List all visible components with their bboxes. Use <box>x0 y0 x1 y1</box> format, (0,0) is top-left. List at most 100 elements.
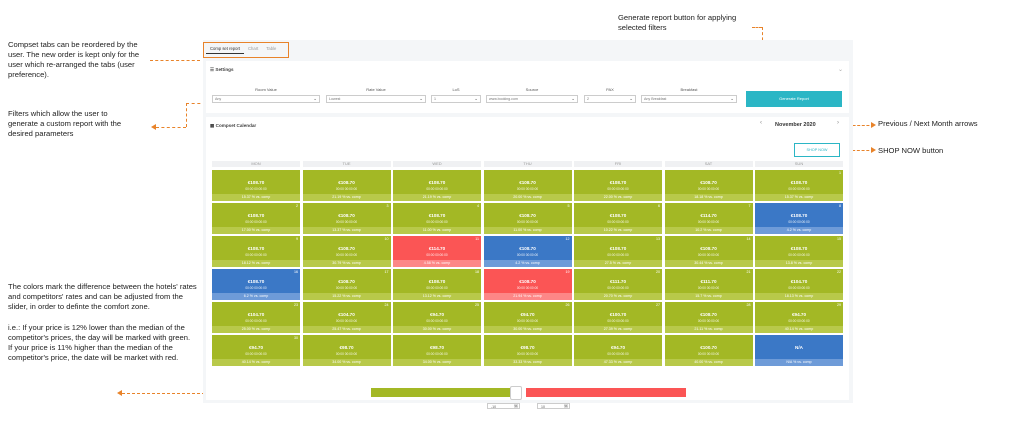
current-month: November 2020 <box>775 122 816 128</box>
settings-collapse-icon[interactable]: ⌄ <box>837 67 843 73</box>
slider-high-unit: % <box>564 404 568 408</box>
calendar-day-cell[interactable]: 2 €108.70 00:00 00:00:00 17.00 % vs. comp <box>212 203 300 234</box>
tab-table[interactable]: Table <box>266 46 277 51</box>
calendar-day-cell[interactable]: 28 €108.70 00:00 00:00:00 21.11 % vs. comp <box>664 302 753 333</box>
calendar-day-cell[interactable]: N/A N/A % vs. comp <box>755 335 843 366</box>
day-percent-vs-comp: 6.2 % vs. comp <box>212 293 300 300</box>
calendar-day-cell[interactable]: 9 €108.70 00:00 00:00:00 18.12 % vs. comp <box>212 236 300 267</box>
day-price: €111.70 <box>609 279 627 284</box>
day-percent-vs-comp: 15.7 % vs. comp <box>664 293 753 300</box>
day-percent-vs-comp: 15.37 % vs. comp <box>755 194 843 201</box>
calendar-day-cell[interactable]: 11 €114.70 00:00 00:00:00 4.58 % vs. comp <box>393 236 481 267</box>
calendar-day-cell[interactable]: 7 €114.70 00:00 00:00:00 10.2 % vs. comp <box>664 203 753 234</box>
filter-select[interactable]: Lowest ⌄ <box>326 95 426 103</box>
tab-chart[interactable]: Chart <box>248 46 259 51</box>
day-number: 11 <box>475 237 479 241</box>
filter-value: Lowest <box>329 97 341 101</box>
day-percent-vs-comp: 18.18 % vs. comp <box>664 194 753 201</box>
day-subtext: 00:00 00:00:00 <box>697 187 720 191</box>
day-subtext: 00:00 00:00:00 <box>245 220 267 224</box>
day-price: €98.70 <box>429 345 445 350</box>
slider-high-input[interactable]: 10 % <box>537 403 570 409</box>
filter-value: Any <box>215 97 222 101</box>
day-percent-vs-comp: 4.2 % vs. comp <box>755 227 843 234</box>
day-price: €108.70 <box>338 180 355 185</box>
calendar-day-cell[interactable]: 14 €108.70 00:00 00:00:00 30.44 % vs. comp <box>664 236 753 267</box>
calendar-day-cell[interactable]: €108.70 00:00 00:00:00 18.18 % vs. comp <box>664 170 753 201</box>
calendar-day-cell[interactable]: €108.70 00:00 00:00:00 21.19 % vs. comp <box>302 170 391 201</box>
calendar-day-cell[interactable]: 18 €108.70 00:00 00:00:00 13.12 % vs. comp <box>393 269 481 300</box>
day-subtext: 00:00 00:00:00 <box>516 319 539 323</box>
calendar-title: ▦ Compset Calendar <box>210 123 257 128</box>
annotation-tabs: Compset tabs can be reordered by the use… <box>8 40 140 80</box>
day-subtext: 00:00 00:00:00 <box>607 220 629 224</box>
calendar-day-cell[interactable]: €98.70 00:00 00:00:00 34.00 % vs. comp <box>393 335 481 366</box>
annotation-colors: The colors mark the difference between t… <box>8 282 197 312</box>
day-percent-vs-comp: 17.00 % vs. comp <box>212 227 300 234</box>
calendar-day-cell[interactable]: 26 €94.70 00:00 00:00:00 30.00 % vs. comp <box>483 302 572 333</box>
calendar-day-cell[interactable]: 19 €108.70 00:00 00:00:00 21.94 % vs. comp <box>483 269 572 300</box>
calendar-day-cell[interactable]: 12 €108.70 00:00 00:00:00 4.2 % vs. comp <box>483 236 572 267</box>
calendar-day-cell[interactable]: €108.70 00:00 00:00:00 21.19 % vs. comp <box>393 170 481 201</box>
calendar-day-cell[interactable]: €98.70 00:00 00:00:00 34.00 % vs. comp <box>302 335 391 366</box>
calendar-day-cell[interactable]: 1 €108.70 00:00 00:00:00 15.37 % vs. comp <box>755 170 843 201</box>
day-subtext: 00:00 00:00:00 <box>335 220 358 224</box>
generate-report-button[interactable]: Generate Report <box>746 91 842 107</box>
prev-month-arrow[interactable]: ‹ <box>760 120 762 126</box>
next-month-arrow[interactable]: › <box>837 120 839 126</box>
calendar-day-cell[interactable]: 23 €104.70 00:00 00:00:00 25.00 % vs. comp <box>212 302 300 333</box>
calendar-day-cell[interactable]: 20 €111.70 00:00 00:00:00 20.70 % vs. comp <box>574 269 662 300</box>
calendar-day-cell[interactable]: 27 €100.70 00:00 00:00:00 27.39 % vs. comp <box>574 302 662 333</box>
day-subtext: 00:00 00:00:00 <box>697 352 720 356</box>
calendar-day-cell[interactable]: €108.70 00:00 00:00:00 20.00 % vs. comp <box>483 170 572 201</box>
arrow-month <box>871 122 876 128</box>
chevron-down-icon: ⌄ <box>629 96 633 101</box>
day-percent-vs-comp: 40.14 % vs. comp <box>212 359 300 366</box>
calendar-day-cell[interactable]: 5 €108.70 00:00 00:00:00 11.00 % vs. comp <box>483 203 572 234</box>
slider-handle[interactable] <box>510 386 522 400</box>
day-percent-vs-comp: 47.33 % vs. comp <box>574 359 662 366</box>
day-price: €108.70 <box>519 279 536 284</box>
filter-select[interactable]: Any ⌄ <box>212 95 320 103</box>
shop-now-button[interactable]: SHOP NOW <box>794 143 840 157</box>
arrow-shop <box>871 147 876 153</box>
filter-select[interactable]: www.booking.com ⌄ <box>486 95 578 103</box>
calendar-day-cell[interactable]: 29 €94.70 00:00 00:00:00 40.14 % vs. comp <box>755 302 843 333</box>
day-subtext: 00:00 00:00:00 <box>245 352 267 356</box>
calendar-day-cell[interactable]: €98.70 00:00 00:00:00 33.33 % vs. comp <box>483 335 572 366</box>
calendar-day-cell[interactable]: 25 €94.70 00:00 00:00:00 30.00 % vs. comp <box>393 302 481 333</box>
calendar-day-cell[interactable]: 13 €108.70 00:00 00:00:00 27.5 % vs. comp <box>574 236 662 267</box>
calendar-day-cell[interactable]: 24 €104.70 00:00 00:00:00 25.47 % vs. comp <box>302 302 391 333</box>
calendar-day-cell[interactable]: €108.70 00:00 00:00:00 15.37 % vs. comp <box>212 170 300 201</box>
calendar-day-cell[interactable]: 17 €108.70 00:00 00:00:00 15.22 % vs. comp <box>302 269 391 300</box>
day-price: €100.70 <box>609 312 627 317</box>
day-price: €108.70 <box>609 180 627 185</box>
day-price: €108.70 <box>519 180 536 185</box>
calendar-day-cell[interactable]: 3 €108.70 00:00 00:00:00 13.37 % vs. comp <box>302 203 391 234</box>
calendar-day-cell[interactable]: 15 €108.70 00:00 00:00:00 13.8 % vs. comp <box>755 236 843 267</box>
calendar-day-cell[interactable]: 6 €108.70 00:00 00:00:00 10.22 % vs. comp <box>574 203 662 234</box>
calendar-day-cell[interactable]: 22 €104.70 00:00 00:00:00 18.13 % vs. comp <box>755 269 843 300</box>
slider-low-input[interactable]: -10 % <box>487 403 520 409</box>
calendar-day-cell[interactable]: €94.70 00:00 00:00:00 47.33 % vs. comp <box>574 335 662 366</box>
day-price: €114.70 <box>700 213 717 218</box>
weekday-header: FRI <box>574 161 662 167</box>
filter-select[interactable]: 2 ⌄ <box>584 95 636 103</box>
filter-select[interactable]: 1 ⌄ <box>431 95 481 103</box>
tab-comp-set-report[interactable]: Comp set report <box>206 44 245 54</box>
calendar-day-cell[interactable]: €108.70 00:00 00:00:00 22.00 % vs. comp <box>574 170 662 201</box>
day-price: €98.70 <box>339 345 354 350</box>
day-subtext: 00:00 00:00:00 <box>607 187 629 191</box>
calendar-day-cell[interactable]: 8 €108.70 00:00 00:00:00 4.2 % vs. comp <box>755 203 843 234</box>
connector-filters-h1 <box>186 103 206 104</box>
day-percent-vs-comp: 11.00 % vs. comp <box>393 227 481 234</box>
day-subtext: 00:00 00:00:00 <box>788 253 810 257</box>
calendar-day-cell[interactable]: €100.70 00:00 00:00:00 40.00 % vs. comp <box>664 335 753 366</box>
calendar-day-cell[interactable]: 30 €94.70 00:00 00:00:00 40.14 % vs. comp <box>212 335 300 366</box>
calendar-day-cell[interactable]: 16 €108.70 00:00 00:00:00 6.2 % vs. comp <box>212 269 300 300</box>
calendar-day-cell[interactable]: 10 €108.70 00:00 00:00:00 30.79 % vs. comp <box>302 236 391 267</box>
calendar-day-cell[interactable]: 4 €108.70 00:00 00:00:00 11.00 % vs. comp <box>393 203 481 234</box>
day-number: 28 <box>746 303 751 307</box>
filter-select[interactable]: Any Breakfast ⌄ <box>641 95 737 103</box>
calendar-day-cell[interactable]: 21 €111.70 00:00 00:00:00 15.7 % vs. comp <box>664 269 753 300</box>
